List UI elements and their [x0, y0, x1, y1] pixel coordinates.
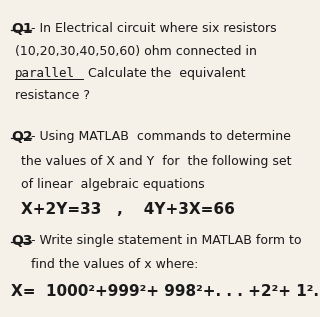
Text: of linear  algebraic equations: of linear algebraic equations [21, 178, 205, 191]
Text: (10,20,30,40,50,60) ohm connected in: (10,20,30,40,50,60) ohm connected in [15, 45, 257, 58]
Text: X+2Y=33   ,    4Y+3X=66: X+2Y=33 , 4Y+3X=66 [21, 203, 235, 217]
Text: - Write single statement in MATLAB form to: - Write single statement in MATLAB form … [31, 234, 301, 247]
Text: X=  1000²+999²+ 998²+. . . +2²+ 1².: X= 1000²+999²+ 998²+. . . +2²+ 1². [11, 284, 319, 299]
Text: Q3: Q3 [11, 234, 33, 248]
Text: Q1: Q1 [11, 22, 33, 36]
Text: find the values of x where:: find the values of x where: [31, 258, 198, 271]
Text: Q2: Q2 [11, 130, 33, 144]
Text: the values of X and Y  for  the following set: the values of X and Y for the following … [21, 155, 292, 168]
Text: parallel: parallel [15, 67, 75, 80]
Text: - In Electrical circuit where six resistors: - In Electrical circuit where six resist… [31, 22, 276, 35]
Text: resistance ?: resistance ? [15, 89, 90, 102]
Text: Calculate the  equivalent: Calculate the equivalent [84, 67, 245, 80]
Text: - Using MATLAB  commands to determine: - Using MATLAB commands to determine [31, 130, 291, 143]
